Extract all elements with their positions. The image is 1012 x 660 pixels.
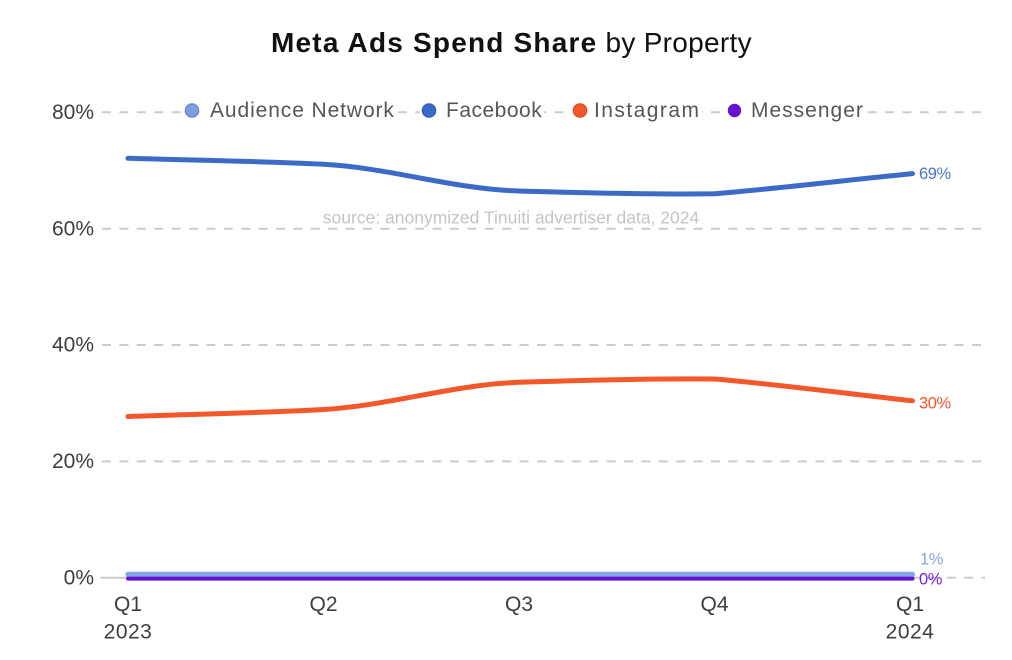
svg-text:Messenger: Messenger <box>751 99 864 122</box>
svg-text:30%: 30% <box>919 395 952 413</box>
svg-text:80%: 80% <box>52 101 94 124</box>
svg-text:0%: 0% <box>919 571 943 589</box>
svg-text:Facebook: Facebook <box>446 99 542 122</box>
svg-text:1%: 1% <box>920 551 944 569</box>
svg-text:Q3: Q3 <box>505 593 533 616</box>
svg-text:Q2: Q2 <box>309 593 337 616</box>
svg-text:60%: 60% <box>52 217 94 240</box>
svg-text:source: anonymized Tinuiti adv: source: anonymized Tinuiti advertiser da… <box>323 208 700 228</box>
svg-text:40%: 40% <box>52 334 94 357</box>
svg-text:Instagram: Instagram <box>594 99 700 122</box>
svg-text:20%: 20% <box>52 450 94 473</box>
svg-text:Q4: Q4 <box>700 593 728 616</box>
svg-text:Meta Ads Spend Share by Proper: Meta Ads Spend Share by Property <box>271 27 752 58</box>
svg-text:0%: 0% <box>64 567 94 590</box>
svg-text:69%: 69% <box>919 165 952 183</box>
svg-text:Audience Network: Audience Network <box>210 99 395 122</box>
